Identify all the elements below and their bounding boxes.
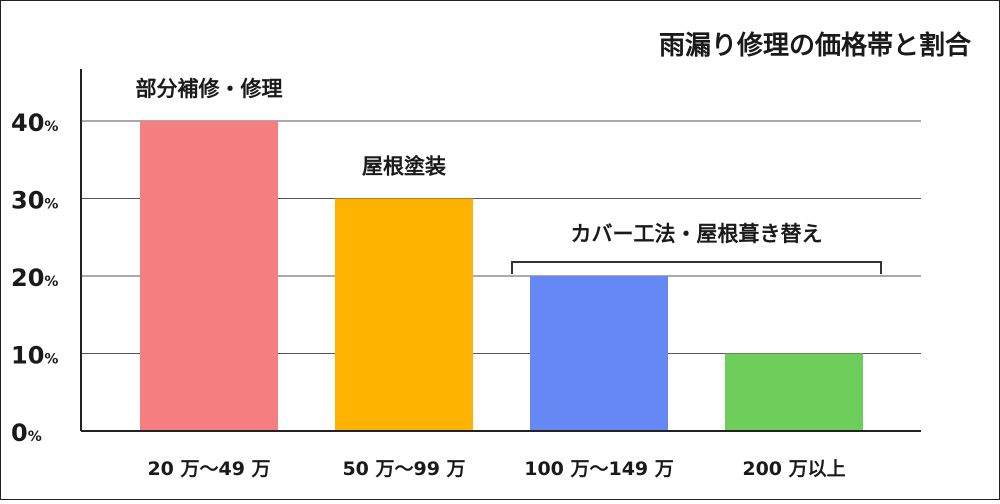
- annotation-label: カバー工法・屋根葺き替え: [571, 222, 823, 246]
- bar: [335, 198, 473, 431]
- annotation-label: 屋根塗装: [362, 155, 446, 179]
- x-tick-label: 50 万〜99 万: [342, 458, 465, 480]
- annotation-label: 部分補修・修理: [136, 77, 283, 101]
- bar: [140, 121, 278, 431]
- chart-title: 雨漏り修理の価格帯と割合: [659, 30, 972, 61]
- y-tick-label: 0%: [11, 419, 42, 447]
- annotation-bracket: [511, 261, 882, 274]
- y-tick-label: 40%: [11, 109, 58, 137]
- y-tick-label: 30%: [11, 187, 58, 215]
- x-tick-label: 100 万〜149 万: [524, 458, 674, 480]
- axes: [80, 69, 921, 432]
- labels: 0% 10% 20% 30% 40% 20 万〜49 万 50 万〜99 万 100 万〜14…: [11, 77, 882, 480]
- bar: [530, 276, 668, 431]
- bar: [725, 353, 863, 431]
- y-tick-label: 10%: [11, 342, 58, 370]
- y-tick-label: 20%: [11, 264, 58, 292]
- x-tick-label: 20 万〜49 万: [147, 458, 270, 480]
- bars: [140, 121, 863, 431]
- x-tick-label: 200 万以上: [742, 458, 845, 480]
